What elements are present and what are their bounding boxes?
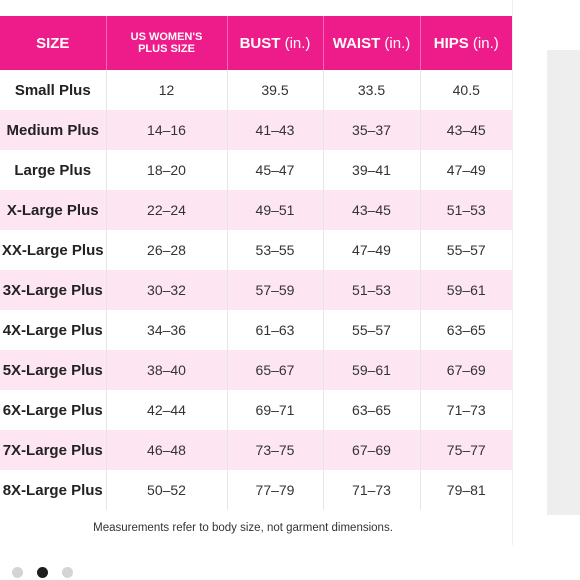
header-label-line2: PLUS SIZE	[138, 43, 195, 55]
us-size-cell: 50–52	[106, 470, 228, 510]
hips-cell: 47–49	[420, 150, 512, 190]
size-cell: Medium Plus	[0, 110, 107, 150]
hips-cell: 59–61	[420, 270, 512, 310]
size-cell: Small Plus	[0, 70, 107, 110]
header-hips: HIPS (in.)	[420, 16, 512, 70]
us-size-cell: 18–20	[106, 150, 228, 190]
size-cell: XX-Large Plus	[0, 230, 107, 270]
table-row: 3X-Large Plus 30–32 57–59 51–53 59–61	[0, 270, 512, 310]
bust-cell: 39.5	[227, 70, 324, 110]
hips-cell: 55–57	[420, 230, 512, 270]
measurement-footnote: Measurements refer to body size, not gar…	[93, 522, 393, 534]
table-row: XX-Large Plus 26–28 53–55 47–49 55–57	[0, 230, 512, 270]
header-size: SIZE	[0, 16, 107, 70]
hips-cell: 63–65	[420, 310, 512, 350]
size-cell: 7X-Large Plus	[0, 430, 107, 470]
bust-cell: 77–79	[227, 470, 324, 510]
table-header-row: SIZE US WOMEN'S PLUS SIZE BUST (in.) WAI…	[0, 16, 512, 70]
hips-cell: 71–73	[420, 390, 512, 430]
us-size-cell: 22–24	[106, 190, 228, 230]
waist-cell: 47–49	[323, 230, 421, 270]
waist-cell: 67–69	[323, 430, 421, 470]
us-size-cell: 34–36	[106, 310, 228, 350]
waist-cell: 35–37	[323, 110, 421, 150]
bust-cell: 57–59	[227, 270, 324, 310]
table-row: 5X-Large Plus 38–40 65–67 59–61 67–69	[0, 350, 512, 390]
hips-cell: 79–81	[420, 470, 512, 510]
header-unit: (in.)	[472, 34, 499, 52]
size-cell: 3X-Large Plus	[0, 270, 107, 310]
waist-cell: 63–65	[323, 390, 421, 430]
header-label: SIZE	[36, 34, 70, 52]
size-cell: X-Large Plus	[0, 190, 107, 230]
size-chart-table: SIZE US WOMEN'S PLUS SIZE BUST (in.) WAI…	[0, 16, 512, 510]
carousel-dot[interactable]	[37, 567, 48, 578]
us-size-cell: 38–40	[106, 350, 228, 390]
waist-cell: 59–61	[323, 350, 421, 390]
table-row: 7X-Large Plus 46–48 73–75 67–69 75–77	[0, 430, 512, 470]
header-label: WAIST	[332, 34, 381, 52]
size-cell: 4X-Large Plus	[0, 310, 107, 350]
us-size-cell: 42–44	[106, 390, 228, 430]
waist-cell: 39–41	[323, 150, 421, 190]
size-cell: 8X-Large Plus	[0, 470, 107, 510]
hips-cell: 51–53	[420, 190, 512, 230]
us-size-cell: 26–28	[106, 230, 228, 270]
size-chart-card: SIZE US WOMEN'S PLUS SIZE BUST (in.) WAI…	[0, 16, 512, 534]
bust-cell: 53–55	[227, 230, 324, 270]
us-size-cell: 30–32	[106, 270, 228, 310]
bust-cell: 45–47	[227, 150, 324, 190]
header-unit: (in.)	[384, 34, 411, 52]
table-row: Large Plus 18–20 45–47 39–41 47–49	[0, 150, 512, 190]
waist-cell: 43–45	[323, 190, 421, 230]
hips-cell: 67–69	[420, 350, 512, 390]
bust-cell: 41–43	[227, 110, 324, 150]
hips-cell: 75–77	[420, 430, 512, 470]
next-slide-preview[interactable]	[547, 50, 580, 515]
bust-cell: 49–51	[227, 190, 324, 230]
table-row: 4X-Large Plus 34–36 61–63 55–57 63–65	[0, 310, 512, 350]
card-edge-divider	[512, 0, 513, 545]
size-cell: Large Plus	[0, 150, 107, 190]
waist-cell: 71–73	[323, 470, 421, 510]
us-size-cell: 14–16	[106, 110, 228, 150]
waist-cell: 33.5	[323, 70, 421, 110]
table-row: Small Plus 12 39.5 33.5 40.5	[0, 70, 512, 110]
table-row: X-Large Plus 22–24 49–51 43–45 51–53	[0, 190, 512, 230]
table-row: Medium Plus 14–16 41–43 35–37 43–45	[0, 110, 512, 150]
header-label: HIPS	[433, 34, 469, 52]
carousel-dot[interactable]	[12, 567, 23, 578]
carousel-dot[interactable]	[62, 567, 73, 578]
header-label: US WOMEN'S	[130, 31, 203, 43]
bust-cell: 73–75	[227, 430, 324, 470]
hips-cell: 43–45	[420, 110, 512, 150]
us-size-cell: 12	[106, 70, 228, 110]
bust-cell: 61–63	[227, 310, 324, 350]
header-bust: BUST (in.)	[227, 16, 324, 70]
bust-cell: 69–71	[227, 390, 324, 430]
bust-cell: 65–67	[227, 350, 324, 390]
waist-cell: 55–57	[323, 310, 421, 350]
header-us-womens-plus-size: US WOMEN'S PLUS SIZE	[106, 16, 228, 70]
header-waist: WAIST (in.)	[323, 16, 421, 70]
size-cell: 6X-Large Plus	[0, 390, 107, 430]
header-label: BUST	[239, 34, 281, 52]
table-row: 6X-Large Plus 42–44 69–71 63–65 71–73	[0, 390, 512, 430]
table-row: 8X-Large Plus 50–52 77–79 71–73 79–81	[0, 470, 512, 510]
waist-cell: 51–53	[323, 270, 421, 310]
hips-cell: 40.5	[420, 70, 512, 110]
us-size-cell: 46–48	[106, 430, 228, 470]
header-unit: (in.)	[284, 34, 311, 52]
size-cell: 5X-Large Plus	[0, 350, 107, 390]
